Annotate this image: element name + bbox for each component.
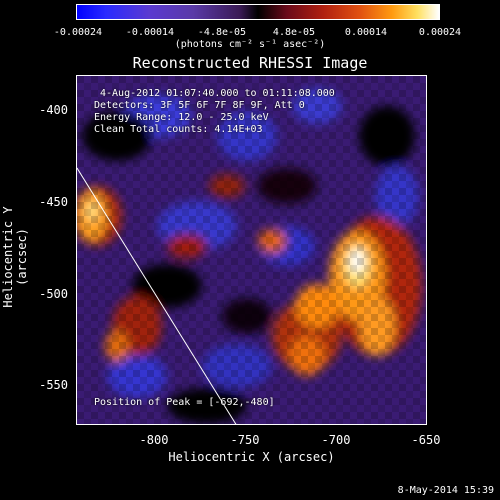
x-tick-label: -800 bbox=[139, 433, 169, 447]
clean-total-counts-text: Clean Total counts: 4.14E+03 bbox=[94, 124, 263, 135]
colorbar-tick: -0.00024 bbox=[53, 27, 103, 38]
colorbar-tick: 4.8e-05 bbox=[272, 27, 316, 38]
image-title: Reconstructed RHESSI Image bbox=[132, 54, 368, 72]
y-tick-label: -550 bbox=[39, 378, 68, 392]
energy-range-text: Energy Range: 12.0 - 25.0 keV bbox=[94, 112, 269, 123]
y-tick-label: -450 bbox=[39, 195, 68, 209]
x-tick-label: -750 bbox=[230, 433, 260, 447]
x-tick-label: -650 bbox=[411, 433, 441, 447]
time-range-text: 4-Aug-2012 01:07:40.000 to 01:11:08.000 bbox=[100, 88, 335, 99]
colorbar-tick: 0.00024 bbox=[418, 27, 462, 38]
rhessi-image-panel bbox=[76, 75, 427, 425]
colorbar-tick: -0.00014 bbox=[125, 27, 175, 38]
solar-limb-line bbox=[77, 167, 237, 424]
peak-position-text: Position of Peak = [-692,-480] bbox=[94, 397, 275, 408]
creation-date: 8-May-2014 15:39 bbox=[397, 485, 494, 496]
x-tick-label: -700 bbox=[321, 433, 351, 447]
detectors-text: Detectors: 3F 5F 6F 7F 8F 9F, Att 0 bbox=[94, 100, 305, 111]
y-tick-label: -400 bbox=[39, 103, 68, 117]
colorbar-tick: -4.8e-05 bbox=[197, 27, 247, 38]
x-axis-label: Heliocentric X (arcsec) bbox=[168, 450, 335, 464]
y-tick-label: -500 bbox=[39, 287, 68, 301]
colorbar-tick: 0.00014 bbox=[344, 27, 388, 38]
colorbar bbox=[76, 4, 440, 20]
rhessi-image-map bbox=[77, 76, 426, 424]
y-axis-label: Heliocentric Y (arcsec) bbox=[1, 206, 29, 308]
colorbar-unit-label: (photons cm⁻² s⁻¹ asec⁻²) bbox=[174, 39, 326, 50]
